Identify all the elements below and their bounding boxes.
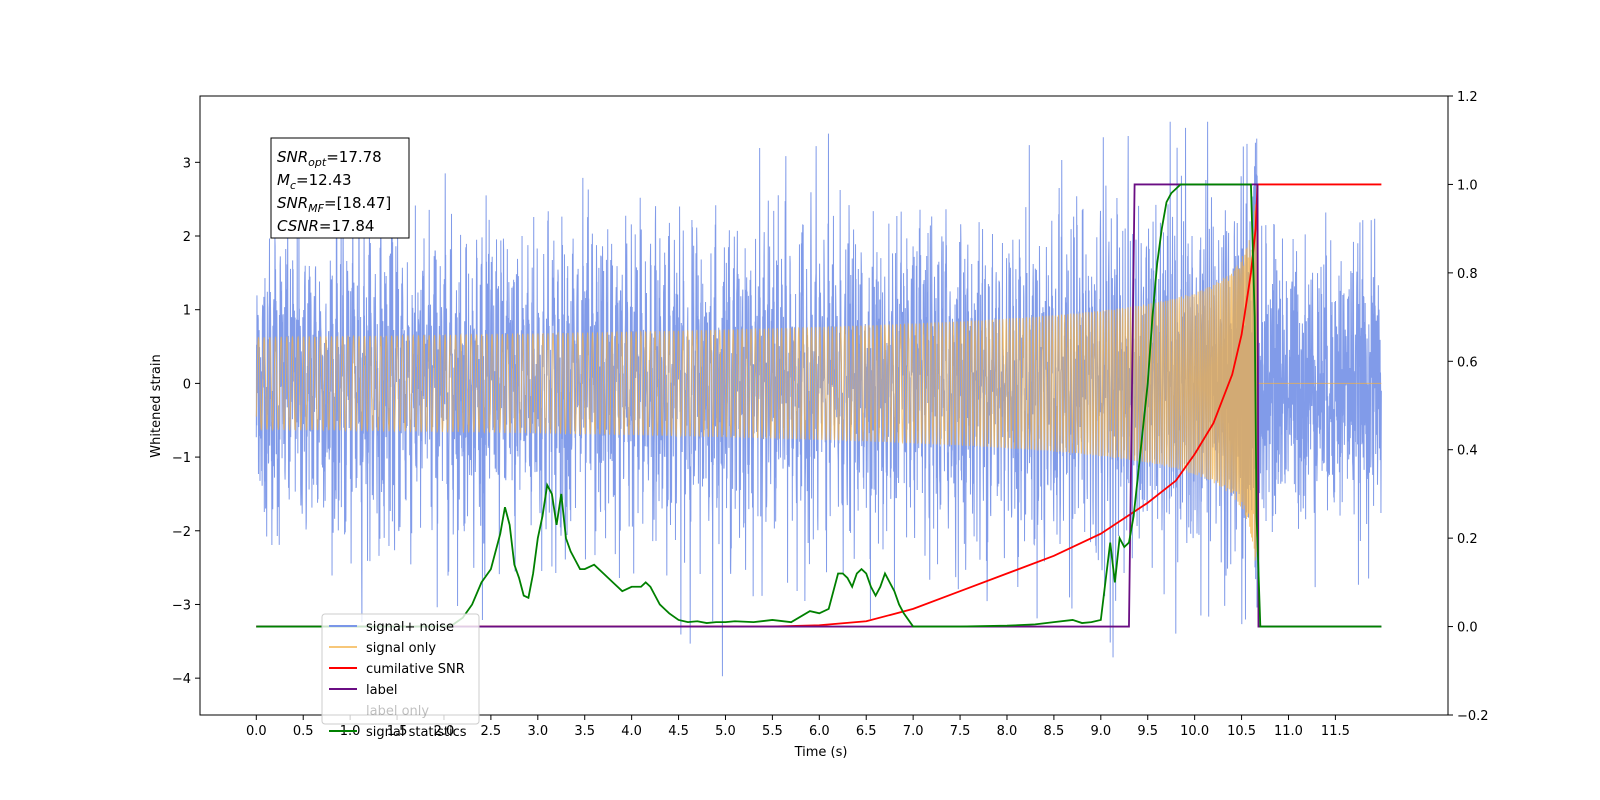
x-tick-label: 3.5 xyxy=(574,724,595,739)
legend-text: label only xyxy=(366,704,429,719)
x-tick-label: 7.0 xyxy=(903,724,924,739)
series-signal-statistics xyxy=(256,183,1382,628)
y2-tick-label: 0.4 xyxy=(1457,444,1478,459)
x-tick-label: 10.0 xyxy=(1180,724,1209,739)
y-axis-right: −0.2 0.0 0.2 0.4 0.6 0.8 1.0 1.2 xyxy=(1448,90,1489,724)
legend-text: cumilative SNR xyxy=(366,662,465,677)
x-tick-label: 11.5 xyxy=(1321,724,1350,739)
y-tick-label: 1 xyxy=(183,304,191,319)
y-tick-label: 0 xyxy=(183,377,191,392)
y-tick-label: −4 xyxy=(172,672,191,687)
x-tick-label: 6.0 xyxy=(809,724,830,739)
y-axis-label: Whitened strain xyxy=(149,354,164,457)
y-tick-label: 2 xyxy=(183,230,191,245)
plot-frame xyxy=(199,95,1449,716)
x-tick-label: 9.0 xyxy=(1090,724,1111,739)
x-tick-label: 8.5 xyxy=(1044,724,1065,739)
series-signal-only xyxy=(255,183,1382,561)
x-tick-label: 5.5 xyxy=(762,724,783,739)
y2-tick-label: 0.2 xyxy=(1457,532,1478,547)
y-tick-label: −3 xyxy=(172,598,191,613)
x-tick-label: 0.0 xyxy=(246,724,267,739)
legend-text: label xyxy=(366,683,397,698)
x-tick-label: 11.0 xyxy=(1274,724,1303,739)
x-tick-label: 7.5 xyxy=(950,724,971,739)
annotation-line: SNRopt=17.78 xyxy=(277,148,382,169)
y2-tick-label: 1.2 xyxy=(1457,90,1478,105)
y2-tick-label: 0.8 xyxy=(1457,267,1478,282)
y2-tick-label: 1.0 xyxy=(1457,178,1478,193)
legend-text: signal statistics xyxy=(366,725,467,740)
x-tick-label: 3.0 xyxy=(527,724,548,739)
x-tick-label: 10.5 xyxy=(1227,724,1256,739)
legend-frame xyxy=(321,613,480,725)
y-tick-label: −1 xyxy=(172,451,191,466)
x-axis: 0.0 0.5 1.0 1.5 2.0 2.5 3.0 3.5 4.0 4.5 5.0 5.5 6.0 6… xyxy=(246,715,1350,739)
annotation-line: CSNR=17.84 xyxy=(277,217,374,235)
y-tick-label: −2 xyxy=(172,525,191,540)
x-tick-label: 0.5 xyxy=(293,724,314,739)
x-tick-label: 4.5 xyxy=(668,724,689,739)
y2-tick-label: −0.2 xyxy=(1457,709,1489,724)
x-tick-label: 4.0 xyxy=(621,724,642,739)
legend-text: signal only xyxy=(366,641,436,656)
x-tick-label: 9.5 xyxy=(1137,724,1158,739)
y2-tick-label: 0.6 xyxy=(1457,355,1478,370)
legend: signal+ noise signal only cumilative SNR la… xyxy=(321,613,480,740)
legend-text: signal+ noise xyxy=(366,620,454,635)
annotation-line: SNRMF=[18.47] xyxy=(277,194,391,215)
y-axis-left: −4 −3 −2 −1 0 1 2 3 xyxy=(172,156,200,687)
x-tick-label: 1.5 xyxy=(387,724,408,739)
x-tick-label: 5.0 xyxy=(715,724,736,739)
x-tick-label: 2.5 xyxy=(481,724,502,739)
x-tick-label: 8.0 xyxy=(997,724,1018,739)
y2-tick-label: 0.0 xyxy=(1457,621,1478,636)
y-tick-label: 3 xyxy=(183,156,191,171)
series-layer xyxy=(255,121,1382,677)
annotation-line: Mc=12.43 xyxy=(277,171,352,192)
x-tick-label: 2.0 xyxy=(434,724,455,739)
annotation-frame xyxy=(270,137,410,239)
x-tick-label: 6.5 xyxy=(856,724,877,739)
x-axis-label: Time (s) xyxy=(794,745,848,760)
